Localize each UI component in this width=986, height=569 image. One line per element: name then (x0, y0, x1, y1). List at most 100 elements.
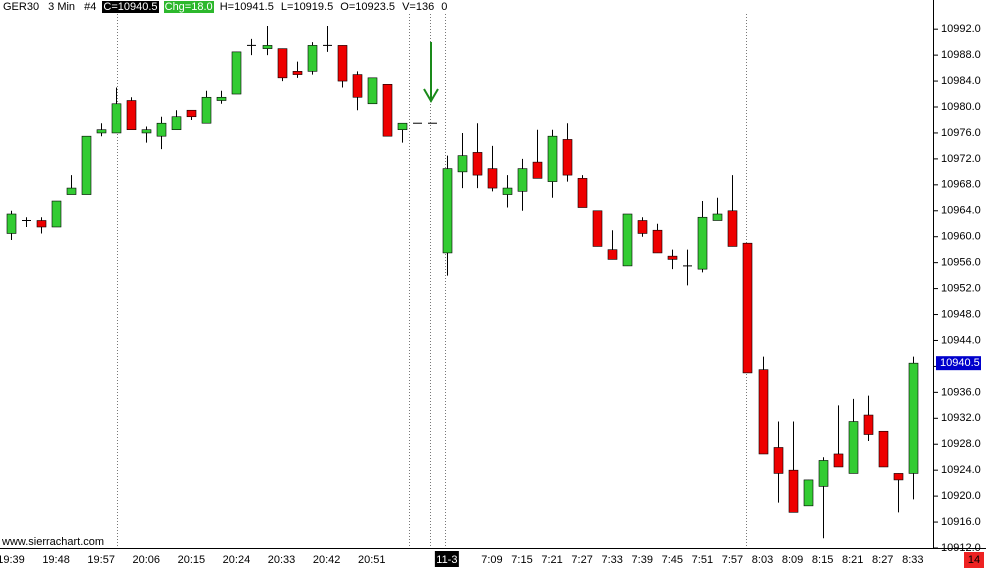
candle-body (697, 216, 708, 270)
x-tick-label: 8:15 (812, 554, 833, 566)
y-tick-label: 10980.0 (941, 101, 981, 113)
candle-body (667, 255, 678, 260)
candle-body (637, 220, 648, 234)
candle-body (397, 122, 408, 131)
x-tick-label: 20:33 (268, 554, 296, 566)
y-tick-label: 10936.0 (941, 386, 981, 398)
candle-body (547, 135, 558, 182)
counter-box (964, 552, 984, 568)
candle-body (472, 152, 483, 176)
y-tick-label: 10972.0 (941, 153, 981, 165)
candle-body (562, 139, 573, 176)
last-price-label: 10940.5 (940, 357, 980, 369)
candle-body (442, 168, 453, 254)
x-tick-label: 20:15 (178, 554, 206, 566)
candle-body (712, 213, 723, 221)
y-axis-strip (934, 0, 986, 548)
candle-body (803, 479, 814, 507)
y-tick-label: 10988.0 (941, 49, 981, 61)
change-value: Chg=18.0 (163, 1, 214, 13)
x-tick-label: 7:33 (601, 554, 622, 566)
candle-body (66, 187, 77, 195)
candle-body (96, 129, 107, 134)
y-tick-label: 10932.0 (941, 412, 981, 424)
axes: 10912.0 10916.0 10920.0 10924.0 10928.0 10932… (0, 23, 984, 568)
y-tick-label: 10928.0 (941, 438, 981, 450)
candle-body (577, 178, 588, 208)
candle-body (201, 96, 212, 124)
x-tick-label: 7:27 (571, 554, 592, 566)
x-tick-label: 19:39 (0, 554, 25, 566)
interval: 3 Min (48, 1, 76, 13)
candle-body (292, 71, 303, 75)
candle-body (758, 369, 769, 455)
high-value: H=10941.5 (219, 1, 274, 13)
y-tick-label: 10976.0 (941, 127, 981, 139)
x-tick-label: 20:06 (133, 554, 161, 566)
y-tick-label: 10916.0 (941, 516, 981, 528)
session-label-box (434, 551, 459, 567)
candle-body (727, 210, 738, 247)
candle-body (382, 84, 393, 137)
y-tick-label: 10968.0 (941, 179, 981, 191)
x-tick-label: 19:57 (87, 554, 115, 566)
candle-body (186, 109, 197, 118)
x-tick-label: 7:21 (541, 554, 562, 566)
y-tick-label: 10984.0 (941, 75, 981, 87)
x-tick-label: 8:33 (902, 554, 923, 566)
extra-value: 0 (441, 1, 448, 13)
x-tick-label: 20:24 (223, 554, 251, 566)
x-tick-label: 7:45 (662, 554, 683, 566)
x-tick-label: 7:57 (722, 554, 743, 566)
x-tick-label: 7:39 (632, 554, 653, 566)
x-tick-label: 20:51 (358, 554, 386, 566)
arrow (423, 42, 439, 103)
session-markers (117, 14, 747, 548)
candle-body (863, 414, 874, 435)
candle-body (337, 45, 348, 82)
candle-body (622, 213, 633, 267)
candle-body (833, 453, 844, 468)
candle-body (51, 200, 62, 228)
y-tick-label: 10948.0 (941, 308, 981, 320)
candle-body (592, 210, 603, 247)
x-tick-label: 7:09 (481, 554, 502, 566)
y-tick-label: 10924.0 (941, 464, 981, 476)
volume-value: V=136 (402, 1, 435, 13)
candle-body (848, 421, 859, 474)
plot (6, 25, 919, 539)
candle-body (277, 48, 288, 79)
header: GER30 3 Min #4 C=10940.5 Chg=18.0 H=1094… (2, 1, 450, 14)
candle-body (171, 116, 182, 131)
y-tick-label: 10944.0 (941, 334, 981, 346)
low-value: L=10919.5 (280, 1, 334, 13)
close-value: C=10940.5 (102, 1, 159, 13)
candle-body (81, 135, 92, 195)
candle-body (788, 469, 799, 513)
candle-body (367, 77, 378, 105)
candle-body (36, 220, 47, 228)
candle-body (908, 362, 919, 474)
y-tick-label: 10964.0 (941, 205, 981, 217)
y-tick-label: 10952.0 (941, 282, 981, 294)
candle-body (141, 129, 152, 134)
y-tick-label: 10960.0 (941, 231, 981, 243)
counter: 14 (968, 554, 980, 566)
x-tick-label: 8:09 (782, 554, 803, 566)
candle-body (6, 213, 17, 234)
open-value: O=10923.5 (340, 1, 396, 13)
x-tick-label: 8:21 (842, 554, 863, 566)
candle-body (878, 430, 889, 468)
y-tick-label: 10956.0 (941, 257, 981, 269)
x-tick-label: 19:48 (42, 554, 70, 566)
symbol: GER30 (3, 1, 40, 13)
x-tick-label: 7:15 (511, 554, 532, 566)
chart-number: #4 (84, 1, 97, 13)
x-tick-label: 8:03 (752, 554, 773, 566)
y-tick-label: 10912.0 (941, 542, 981, 554)
candle-body (893, 473, 904, 481)
watermark: www.sierrachart.com (2, 536, 105, 548)
candle-body (517, 168, 528, 192)
